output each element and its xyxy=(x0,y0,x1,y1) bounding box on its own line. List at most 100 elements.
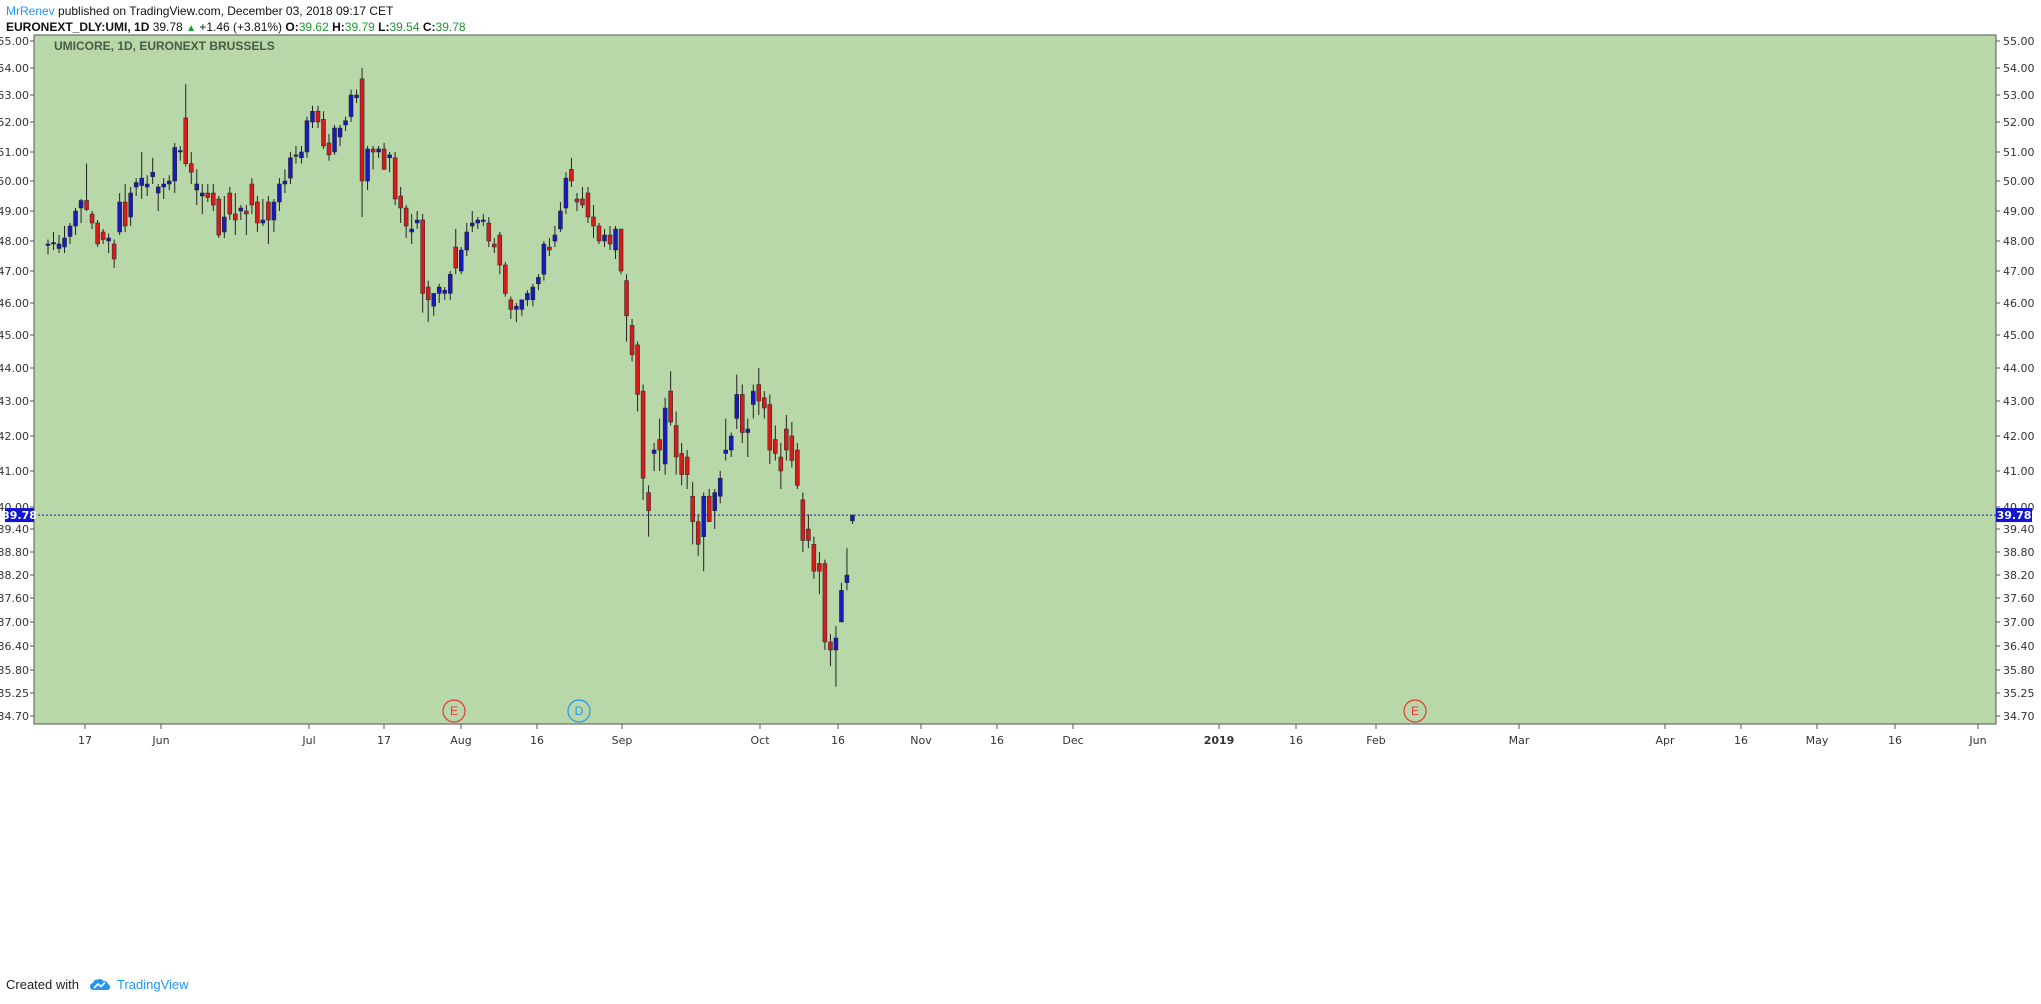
candle-up[interactable] xyxy=(299,151,304,159)
candle-down[interactable] xyxy=(453,246,458,269)
plot-area[interactable] xyxy=(33,34,1997,725)
candle-down[interactable] xyxy=(486,222,492,242)
candle-up[interactable] xyxy=(414,219,420,224)
candle-up[interactable] xyxy=(525,293,530,301)
candle-down[interactable] xyxy=(547,246,552,251)
candle-down[interactable] xyxy=(657,439,662,451)
candle-up[interactable] xyxy=(288,157,293,179)
candle-up[interactable] xyxy=(73,210,78,227)
candle-down[interactable] xyxy=(321,119,326,147)
candle-down[interactable] xyxy=(183,117,188,164)
candle-up[interactable] xyxy=(200,192,205,197)
candle-down[interactable] xyxy=(492,243,497,248)
candle-down[interactable] xyxy=(425,286,431,301)
candle-down[interactable] xyxy=(227,192,233,215)
candle-up[interactable] xyxy=(442,289,447,294)
candle-up[interactable] xyxy=(470,222,475,227)
candle-up[interactable] xyxy=(194,183,200,191)
candle-down[interactable] xyxy=(817,563,822,572)
candle-up[interactable] xyxy=(161,183,166,188)
candle-up[interactable] xyxy=(51,242,56,245)
tradingview-link[interactable]: TradingView xyxy=(116,977,189,992)
candle-down[interactable] xyxy=(624,280,629,317)
candle-up[interactable] xyxy=(144,183,150,188)
candle-down[interactable] xyxy=(828,641,833,651)
candle-up[interactable] xyxy=(541,243,547,275)
candle-down[interactable] xyxy=(596,225,602,242)
candle-up[interactable] xyxy=(552,234,558,242)
candle-up[interactable] xyxy=(150,172,155,177)
candle-up[interactable] xyxy=(723,449,728,454)
candle-up[interactable] xyxy=(536,277,541,285)
candle-up[interactable] xyxy=(222,216,227,233)
candle-up[interactable] xyxy=(431,293,436,307)
candle-down[interactable] xyxy=(398,195,403,209)
candle-up[interactable] xyxy=(475,219,481,224)
candle-down[interactable] xyxy=(684,456,690,475)
candle-up[interactable] xyxy=(67,225,73,237)
candle-down[interactable] xyxy=(266,201,271,221)
candle-up[interactable] xyxy=(354,94,359,98)
candle-up[interactable] xyxy=(139,177,144,186)
candle-down[interactable] xyxy=(585,192,591,218)
candle-down[interactable] xyxy=(122,201,128,227)
candle-down[interactable] xyxy=(762,397,767,409)
candle-down[interactable] xyxy=(580,198,585,206)
candle-down[interactable] xyxy=(795,449,800,486)
candle-down[interactable] xyxy=(591,216,596,227)
candle-up[interactable] xyxy=(464,231,470,251)
candle-up[interactable] xyxy=(833,637,839,651)
candle-up[interactable] xyxy=(260,219,266,224)
candle-up[interactable] xyxy=(177,150,183,153)
candle-up[interactable] xyxy=(304,120,310,153)
candle-down[interactable] xyxy=(640,390,646,479)
candle-down[interactable] xyxy=(497,234,503,266)
candle-up[interactable] xyxy=(481,219,486,222)
candle-up[interactable] xyxy=(717,477,723,497)
candle-up[interactable] xyxy=(436,286,442,294)
candle-down[interactable] xyxy=(84,200,89,210)
candle-down[interactable] xyxy=(806,528,811,541)
event-marker[interactable] xyxy=(1403,699,1427,723)
candle-up[interactable] xyxy=(387,154,392,159)
candle-up[interactable] xyxy=(238,207,244,212)
candle-down[interactable] xyxy=(784,428,789,451)
author-link[interactable]: MrRenev xyxy=(6,4,55,18)
candle-up[interactable] xyxy=(343,120,348,126)
candle-down[interactable] xyxy=(216,198,222,236)
candle-up[interactable] xyxy=(409,228,414,233)
candle-down[interactable] xyxy=(706,495,712,522)
candle-down[interactable] xyxy=(789,435,795,461)
candle-up[interactable] xyxy=(310,110,315,123)
candle-down[interactable] xyxy=(100,231,106,240)
candle-down[interactable] xyxy=(695,521,701,545)
candle-down[interactable] xyxy=(370,148,376,153)
candle-down[interactable] xyxy=(205,192,211,198)
candle-down[interactable] xyxy=(646,492,651,511)
candle-down[interactable] xyxy=(244,210,249,215)
candle-up[interactable] xyxy=(558,210,563,230)
candle-down[interactable] xyxy=(607,234,613,245)
candle-up[interactable] xyxy=(133,182,139,188)
candle-down[interactable] xyxy=(690,495,695,522)
candle-up[interactable] xyxy=(850,514,855,522)
candle-down[interactable] xyxy=(574,198,580,203)
candle-up[interactable] xyxy=(613,228,618,251)
candle-up[interactable] xyxy=(62,237,67,248)
candle-up[interactable] xyxy=(839,590,844,623)
candle-up[interactable] xyxy=(128,192,133,218)
candle-up[interactable] xyxy=(530,286,536,301)
candle-down[interactable] xyxy=(569,169,574,182)
candle-up[interactable] xyxy=(337,127,343,138)
candle-down[interactable] xyxy=(326,142,332,156)
candle-down[interactable] xyxy=(233,213,238,221)
candle-up[interactable] xyxy=(172,147,177,182)
candle-down[interactable] xyxy=(420,219,425,294)
candle-up[interactable] xyxy=(106,237,111,242)
event-marker[interactable] xyxy=(567,699,591,723)
candle-up[interactable] xyxy=(332,127,337,153)
candle-up[interactable] xyxy=(155,186,161,194)
candle-down[interactable] xyxy=(822,563,828,643)
candle-up[interactable] xyxy=(56,243,62,249)
candle-down[interactable] xyxy=(189,163,194,173)
